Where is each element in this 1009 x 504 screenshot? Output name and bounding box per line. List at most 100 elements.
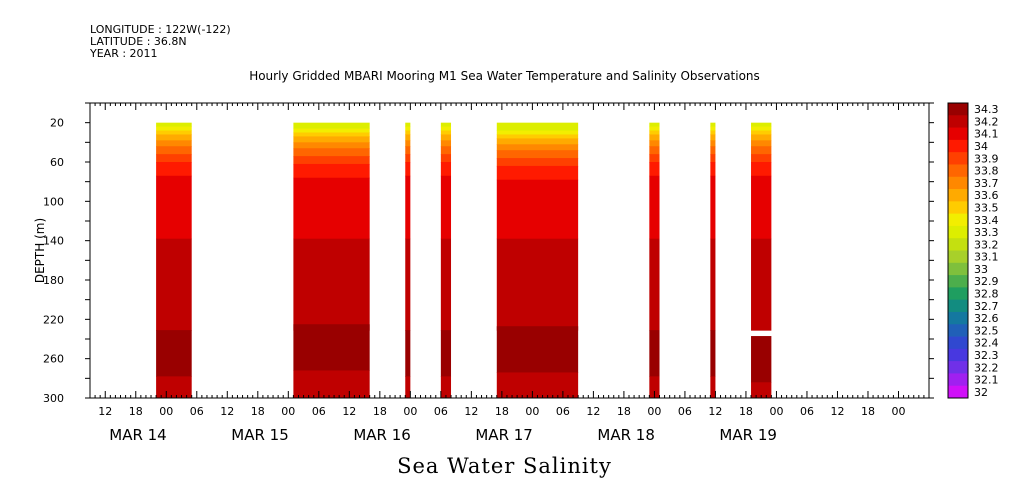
colorbar-label: 34.3 [974,103,999,116]
salinity-band-cell [496,144,579,151]
colorbar-swatch [948,238,968,251]
salinity-band-cell [649,154,660,163]
colorbar-swatch [948,287,968,301]
colorbar-label: 32 [974,386,988,399]
salinity-band-cell [156,130,192,135]
salinity-band-cell [710,238,716,331]
y-tick-label: 260 [43,353,64,366]
variable-title: Sea Water Salinity [397,454,612,478]
colorbar-swatch [948,336,968,350]
x-tick-label: 06 [190,405,204,418]
salinity-band-cell [440,175,452,240]
x-tick-label: 12 [220,405,234,418]
colorbar-swatch [948,103,968,116]
salinity-band-cell [156,154,192,163]
x-tick-label: 00 [647,405,661,418]
y-tick-label: 100 [43,195,64,208]
colorbar-swatch [948,348,968,362]
colorbar-label: 32.5 [974,324,999,337]
x-tick-label: 18 [861,405,875,418]
x-tick-label: 00 [525,405,539,418]
colorbar-label: 32.6 [974,312,999,325]
colorbar-label: 33.7 [974,177,999,190]
salinity-band-cell [496,134,579,139]
salinity-band-cell [496,122,579,132]
colorbar-swatch [948,176,968,190]
colorbar-swatch [948,164,968,178]
salinity-band-cell [440,130,452,135]
salinity-band-cell [649,175,660,240]
salinity-band-cell [649,122,660,128]
salinity-band-cell [710,154,716,163]
salinity-band-cell [440,140,452,147]
colorbar-label: 33.8 [974,165,999,178]
date-label: MAR 18 [597,426,654,444]
salinity-band-cell [710,330,716,377]
salinity-band-cell [156,238,192,331]
colorbar-label: 33.4 [974,214,999,227]
date-label: MAR 14 [109,426,166,444]
salinity-band-cell [156,175,192,240]
x-tick-label: 12 [830,405,844,418]
salinity-band-cell [649,162,660,177]
x-tick-label: 06 [800,405,814,418]
salinity-band-cell [649,130,660,135]
x-tick-label: 18 [495,405,509,418]
year-label: YEAR : 2011 [90,47,158,60]
salinity-band-cell [751,162,772,177]
longitude-label: LONGITUDE : 122W(-122) [90,23,231,36]
salinity-band-cell [156,162,192,177]
y-axis-label: DEPTH (m) [33,218,47,283]
salinity-band-cell [649,146,660,155]
salinity-band-cell [649,330,660,377]
salinity-band-cell [440,330,452,377]
salinity-band-cell [156,330,192,377]
salinity-band-cell [440,238,452,331]
x-tick-label: 18 [251,405,265,418]
salinity-band-cell [405,126,411,132]
salinity-band-cell [293,148,370,157]
salinity-band-cell [293,142,370,149]
date-label: MAR 19 [719,426,776,444]
y-tick-label: 60 [50,156,64,169]
date-label: MAR 15 [231,426,288,444]
salinity-band-cell [440,146,452,155]
colorbar-label: 34.1 [974,128,999,141]
x-tick-label: 12 [586,405,600,418]
salinity-band-cell [710,162,716,177]
y-tick-label: 220 [43,313,64,326]
latitude-label: LATITUDE : 36.8N [90,35,187,48]
colorbar-frame [947,102,969,399]
colorbar-label: 32.8 [974,288,999,301]
salinity-band-cell [751,146,772,155]
x-tick-label: 00 [281,405,295,418]
salinity-band-cell [496,150,579,159]
colorbar-swatch [948,311,968,325]
salinity-band-cell [293,163,370,179]
y-tick-label: 300 [43,392,64,405]
colorbar-label: 33.6 [974,189,999,202]
plot-title: Hourly Gridded MBARI Mooring M1 Sea Wate… [249,69,760,83]
salinity-band-cell [156,146,192,155]
salinity-band-cell [751,130,772,135]
salinity-band-cell [649,134,660,141]
colorbar-label: 33.3 [974,226,999,239]
salinity-band-cell [649,376,660,399]
colorbar-label: 32.9 [974,275,999,288]
salinity-band-cell [293,238,370,331]
y-tick-label: 20 [50,117,64,130]
colorbar-swatch [948,361,968,374]
salinity-band-cell [405,238,411,331]
salinity-band-cell [710,376,716,399]
x-tick-label: 12 [464,405,478,418]
salinity-band-cell [405,146,411,155]
x-tick-label: 12 [708,405,722,418]
salinity-band-cell [496,165,579,181]
y-tick-label: 180 [43,274,64,287]
salinity-band-cell [405,122,411,128]
x-tick-label: 18 [739,405,753,418]
colorbar-swatch [948,324,968,337]
colorbar-label: 33.1 [974,251,999,264]
colorbar-swatch [948,152,968,165]
salinity-band-cell [751,140,772,147]
